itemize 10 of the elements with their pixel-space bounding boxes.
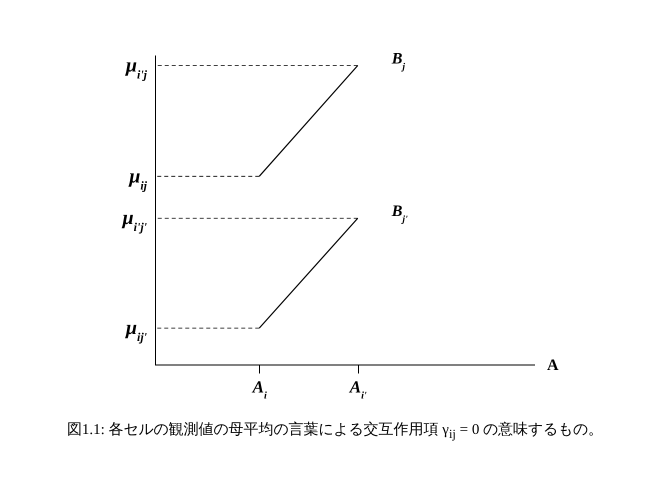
ref-line-label: μ$_{i'j}$ (124, 54, 148, 82)
ref-line-label: μ$_{ij'}$ (124, 317, 148, 344)
x-tick-label: A$_{i'}$ (348, 378, 367, 401)
x-tick-label: A$_{i}$ (252, 378, 267, 401)
text: A (547, 357, 559, 374)
caption: 図1.1: 各セルの観測値の母平均の言葉による交互作用項 γ$_{ij}$ = 0 の意味するもの。 (66, 420, 604, 442)
text: B$_{j'}$ (390, 203, 408, 225)
text: B$_{j}$ (390, 50, 406, 72)
ref-line-label: μ$_{ij}$ (128, 165, 148, 192)
ref-line-label: μ$_{i'j'}$ (122, 207, 148, 234)
